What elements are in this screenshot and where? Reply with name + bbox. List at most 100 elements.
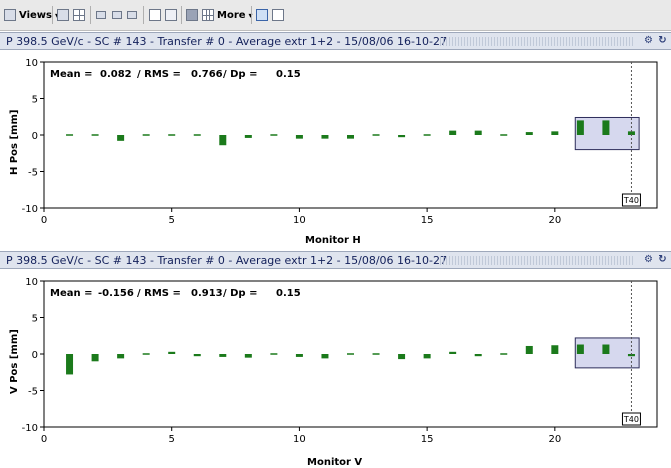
panel-title: P 398.5 GeV/c - SC # 143 - Transfer # 0 … — [6, 35, 447, 48]
rms-value: 0.766 — [191, 69, 223, 80]
configure-icon[interactable]: ⚙ — [643, 254, 654, 265]
mean-value: 0.082 — [100, 69, 132, 80]
page-button[interactable] — [149, 6, 161, 24]
dp-label: / Dp = — [223, 288, 257, 299]
share-icon — [256, 9, 268, 21]
more-button[interactable]: More ▾ — [202, 6, 253, 24]
y-tick-label: 10 — [25, 277, 38, 288]
panel-title: P 398.5 GeV/c - SC # 143 - Transfer # 0 … — [6, 254, 447, 267]
y-tick-label: 0 — [32, 350, 38, 361]
axes: 1050-5-100 5 10 15 20 — [22, 58, 657, 226]
layout-two-icon — [96, 11, 106, 19]
grid-one-icon — [57, 9, 69, 21]
views-button[interactable]: Views ▾ — [4, 6, 59, 24]
x-tick-label: 15 — [421, 434, 434, 445]
x-tick-label: 20 — [548, 215, 561, 226]
toolbar-divider — [143, 6, 144, 24]
views-icon — [4, 9, 16, 21]
orbit-panel-vertical: P 398.5 GeV/c - SC # 143 - Transfer # 0 … — [0, 251, 671, 468]
bar — [194, 354, 201, 356]
bar — [602, 345, 609, 354]
y-tick-label: -5 — [28, 387, 38, 398]
print-icon — [272, 9, 284, 21]
bar — [475, 131, 482, 135]
list-button[interactable] — [186, 6, 198, 24]
layout-three-button[interactable] — [112, 6, 122, 24]
panel-titlebar: P 398.5 GeV/c - SC # 143 - Transfer # 0 … — [0, 251, 671, 269]
toolbar-divider — [52, 6, 53, 24]
layout-four-button[interactable] — [127, 6, 137, 24]
x-axis-label: Monitor V — [307, 457, 362, 468]
bar — [219, 135, 226, 145]
bar — [449, 352, 456, 354]
marker-label: T40 — [623, 196, 639, 205]
bar — [602, 120, 609, 135]
toolbar-divider — [251, 6, 252, 24]
y-tick-label: 10 — [25, 58, 38, 69]
y-axis-label: V Pos [mm] — [9, 329, 20, 394]
x-tick-label: 5 — [169, 434, 175, 445]
bar — [500, 353, 507, 355]
y-tick-label: -10 — [22, 423, 38, 434]
bar — [500, 134, 507, 136]
grid-one-button[interactable] — [57, 6, 69, 24]
rms-label: / RMS = — [137, 288, 181, 299]
toolbar-divider — [181, 6, 182, 24]
bar — [143, 134, 150, 136]
bar — [526, 132, 533, 135]
bar — [577, 120, 584, 135]
grid-four-button[interactable] — [73, 6, 85, 24]
layout-two-button[interactable] — [96, 6, 106, 24]
refresh-icon[interactable]: ↻ — [657, 35, 668, 46]
bar — [194, 134, 201, 136]
bar — [321, 354, 328, 358]
bar — [296, 135, 303, 139]
bar — [321, 135, 328, 139]
x-tick-label: 20 — [548, 434, 561, 445]
x-tick-label: 0 — [41, 215, 47, 226]
toolbar: Views ▾ More ▾ — [0, 0, 671, 31]
x-tick-label: 0 — [41, 434, 47, 445]
bar — [296, 354, 303, 357]
refresh-icon[interactable]: ↻ — [657, 254, 668, 265]
bar — [424, 134, 431, 136]
y-tick-label: 0 — [32, 131, 38, 142]
x-tick-label: 15 — [421, 215, 434, 226]
marker-label: T40 — [623, 415, 639, 424]
bar — [168, 134, 175, 136]
configure-icon[interactable]: ⚙ — [643, 35, 654, 46]
share-button[interactable] — [256, 6, 268, 24]
bar — [551, 131, 558, 135]
page-lines-icon — [165, 9, 177, 21]
dp-label: / Dp = — [223, 69, 257, 80]
bar — [577, 345, 584, 354]
bar — [245, 354, 252, 358]
print-button[interactable] — [272, 6, 284, 24]
y-axis-label: H Pos [mm] — [9, 110, 20, 175]
bar — [168, 352, 175, 354]
mean-label: Mean = — [50, 288, 92, 299]
page-lines-button[interactable] — [165, 6, 177, 24]
bar — [373, 353, 380, 355]
titlebar-grip — [440, 256, 635, 265]
bar — [219, 354, 226, 357]
x-axis-label: Monitor H — [305, 235, 361, 246]
dp-value: 0.15 — [276, 69, 301, 80]
more-label: More — [217, 10, 246, 21]
bar — [347, 135, 354, 139]
x-tick-label: 10 — [293, 215, 306, 226]
bar — [424, 354, 431, 358]
rms-label: / RMS = — [137, 69, 181, 80]
layout-three-icon — [112, 11, 122, 19]
mean-label: Mean = — [50, 69, 92, 80]
titlebar-grip — [440, 37, 635, 46]
layout-four-icon — [127, 11, 137, 19]
bar — [245, 135, 252, 138]
bar — [117, 135, 124, 141]
page-icon — [149, 9, 161, 21]
bar — [117, 354, 124, 358]
list-icon — [186, 9, 198, 21]
